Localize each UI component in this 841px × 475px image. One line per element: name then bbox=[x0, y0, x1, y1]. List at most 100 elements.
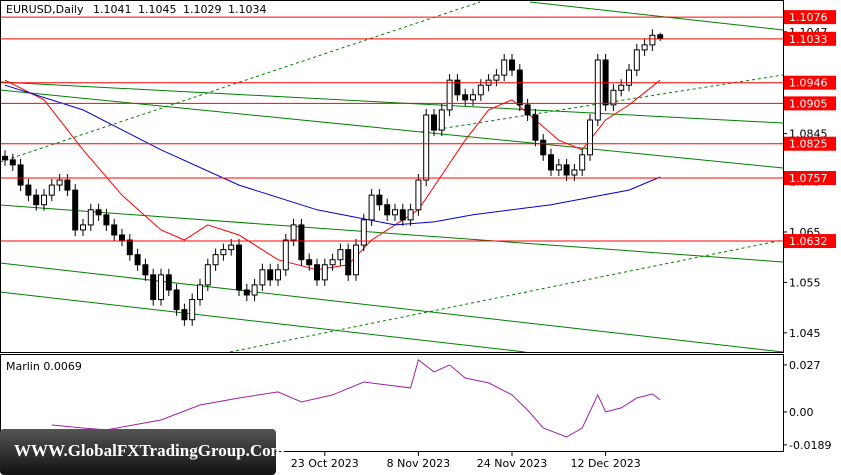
candle-body bbox=[618, 84, 625, 91]
candle-body bbox=[259, 269, 266, 286]
candle-body bbox=[64, 179, 71, 191]
candle-body bbox=[181, 309, 188, 321]
candle-body bbox=[314, 264, 320, 281]
watermark: WWW.GlobalFXTradingGroup.Com bbox=[0, 429, 285, 475]
oscillator-name: Marlin bbox=[6, 360, 40, 373]
x-tick-label: 12 Dec 2023 bbox=[570, 457, 640, 470]
candle-body bbox=[477, 84, 484, 96]
channel-line bbox=[0, 204, 784, 263]
candle-body bbox=[360, 219, 367, 246]
candle-body bbox=[633, 49, 640, 71]
oscillator-panel-frame bbox=[0, 354, 784, 452]
level-label: 1.0757 bbox=[789, 172, 828, 185]
candle-body bbox=[126, 239, 133, 256]
channel-line bbox=[419, 74, 784, 133]
candle-body bbox=[438, 109, 445, 131]
candle-body bbox=[158, 274, 164, 301]
candle-body bbox=[345, 249, 352, 276]
candle-body bbox=[212, 254, 219, 266]
candle-body bbox=[290, 224, 297, 241]
candle-body bbox=[173, 289, 180, 311]
candle-body bbox=[657, 34, 664, 39]
candle-body bbox=[641, 44, 648, 51]
candle-body bbox=[142, 264, 149, 276]
y-tick-label: 0.027 bbox=[789, 359, 821, 372]
candle-body bbox=[384, 204, 391, 216]
channel-line bbox=[0, 291, 526, 353]
chart-header: EURUSD,Daily 1.1041 1.1045 1.1029 1.1034 bbox=[6, 3, 266, 16]
candle-body bbox=[555, 164, 562, 171]
candle-body bbox=[501, 59, 508, 76]
candle-body bbox=[540, 139, 547, 156]
watermark-text: WWW.GlobalFXTradingGroup.Com bbox=[14, 441, 285, 460]
level-label: 1.0825 bbox=[789, 138, 828, 151]
candle-body bbox=[392, 209, 398, 216]
oscillator-header: Marlin 0.0069 bbox=[6, 360, 82, 373]
x-tick-label: 24 Nov 2023 bbox=[477, 457, 547, 470]
candle-body bbox=[454, 79, 461, 96]
candle-body bbox=[649, 34, 656, 46]
candle-body bbox=[462, 94, 469, 101]
price-panel-frame bbox=[0, 0, 784, 353]
last-close: 1.1034 bbox=[228, 3, 267, 16]
level-label: 1.0632 bbox=[789, 235, 828, 248]
candle-body bbox=[134, 254, 141, 266]
y-tick-label: -0.0189 bbox=[789, 439, 831, 452]
watermark-box bbox=[0, 429, 276, 475]
candle-body bbox=[329, 259, 336, 266]
candle-body bbox=[25, 184, 32, 196]
candle-body bbox=[33, 194, 40, 206]
candle-body bbox=[197, 284, 203, 301]
last-low: 1.1029 bbox=[183, 3, 222, 16]
oscillator-line bbox=[51, 359, 661, 438]
x-tick-label: 8 Nov 2023 bbox=[387, 457, 450, 470]
candle-body bbox=[493, 74, 500, 81]
candle-body bbox=[80, 224, 86, 231]
candle-body bbox=[95, 209, 102, 216]
candle-body bbox=[56, 179, 63, 186]
candle-body bbox=[165, 274, 172, 291]
candle-body bbox=[431, 114, 437, 131]
candle-body bbox=[87, 209, 94, 226]
candle-body bbox=[267, 269, 274, 281]
channel-line bbox=[0, 81, 784, 124]
candle-body bbox=[548, 154, 554, 171]
candle-body bbox=[587, 119, 593, 156]
candle-body bbox=[337, 249, 344, 261]
candle-body bbox=[189, 299, 196, 321]
level-label: 1.1033 bbox=[789, 33, 828, 46]
candle-body bbox=[415, 179, 422, 211]
candle-body bbox=[399, 209, 406, 221]
channel-line bbox=[229, 239, 784, 353]
channel-line bbox=[0, 1, 481, 163]
candle-body bbox=[610, 89, 617, 106]
plot bbox=[0, 16, 783, 438]
candle-body bbox=[48, 184, 55, 196]
symbol: EURUSD,Daily bbox=[6, 3, 84, 16]
level-label: 1.1076 bbox=[789, 11, 828, 24]
candle-body bbox=[236, 244, 242, 291]
candle-body bbox=[579, 154, 586, 171]
candle-body bbox=[103, 214, 110, 226]
candle-body bbox=[626, 69, 632, 86]
candle-body bbox=[571, 169, 578, 176]
candle-body bbox=[275, 269, 281, 281]
candle-body bbox=[17, 164, 24, 186]
candle-body bbox=[306, 259, 313, 266]
candle-body bbox=[509, 59, 515, 71]
candle-body bbox=[532, 114, 539, 141]
candle-body bbox=[228, 244, 235, 251]
last-high: 1.1045 bbox=[138, 3, 177, 16]
channel-line bbox=[0, 262, 784, 353]
candle-body bbox=[321, 264, 328, 281]
y-tick-label: 1.055 bbox=[789, 276, 821, 289]
moving-average bbox=[4, 79, 661, 271]
level-label-box bbox=[784, 10, 836, 25]
oscillator-value: 0.0069 bbox=[43, 360, 82, 373]
level-label-box bbox=[784, 75, 836, 90]
candle-body bbox=[298, 224, 305, 261]
candle-body bbox=[2, 155, 8, 161]
candle-body bbox=[111, 224, 118, 236]
candle-body bbox=[594, 59, 601, 121]
y-tick-label: 1.045 bbox=[789, 327, 821, 340]
